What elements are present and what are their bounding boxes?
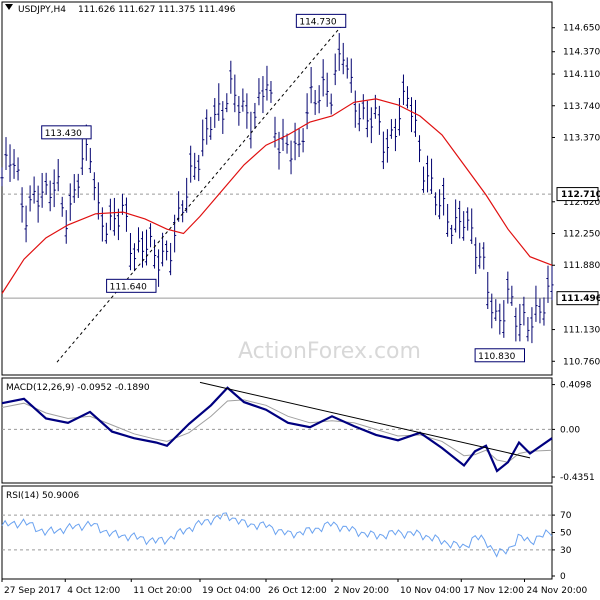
macd-tick-label: 0.00 — [560, 425, 580, 435]
price-bars — [0, 33, 554, 344]
level-box-label: 112.710 — [561, 190, 600, 200]
symbol-label: USDJPY,H4 — [18, 5, 66, 15]
price-tick-label: 111.130 — [563, 326, 600, 336]
watermark: ActionForex.com — [238, 339, 421, 364]
annotation-label: 114.730 — [299, 17, 336, 27]
time-tick-label: 17 Nov 12:00 — [463, 586, 524, 596]
annotation-box — [295, 13, 347, 28]
annotation-box — [41, 125, 92, 140]
annotation-box — [474, 348, 526, 363]
price-panel: ActionForex.com 114.730 113.430 111.640 110… — [0, 1, 600, 376]
time-tick-label: 10 Nov 04:00 — [400, 586, 461, 596]
time-tick-label: 4 Oct 12:00 — [67, 586, 120, 596]
rsi-tick-label: 30 — [560, 546, 572, 556]
rsi-label: RSI(14) 50.9006 — [6, 491, 79, 501]
price-annotations: 114.730 113.430 111.640 110.830 — [41, 13, 526, 363]
rsi-tick-label: 0 — [560, 572, 566, 582]
ohlc-label: 111.626 111.627 111.375 111.496 — [78, 5, 236, 15]
level-box — [556, 291, 599, 306]
moving-average-line — [1, 98, 553, 294]
time-tick-label: 26 Oct 12:00 — [268, 586, 327, 596]
price-tick-label: 114.370 — [563, 48, 600, 58]
price-tick-label: 112.620 — [563, 198, 600, 208]
dropdown-triangle-icon[interactable] — [5, 4, 13, 10]
price-axis: 114.650 114.370 114.110 113.740 113.370 112.6… — [552, 24, 600, 367]
price-panel-frame — [1, 1, 553, 376]
price-tick-label: 111.880 — [563, 261, 600, 271]
time-tick-label: 27 Sep 2017 — [4, 586, 61, 596]
price-tick-label: 112.250 — [563, 230, 600, 240]
macd-line — [1, 386, 553, 473]
annotation-box — [106, 278, 157, 293]
level-box — [556, 187, 599, 202]
rsi-panel: 70 50 30 0 RSI(14) 50.9006 — [1, 485, 572, 582]
price-tick-label: 114.650 — [563, 24, 600, 34]
rsi-tick-label: 70 — [560, 511, 572, 521]
rsi-tick-label: 50 — [560, 529, 572, 539]
price-level-labels: 112.710 111.496 — [556, 187, 600, 306]
macd-panel-frame — [1, 377, 553, 484]
rsi-levels — [2, 514, 552, 551]
level-box-label: 111.496 — [561, 294, 600, 304]
rsi-line — [1, 512, 553, 558]
macd-tick-label: 0.4098 — [560, 381, 592, 391]
time-tick-label: 2 Nov 20:00 — [334, 586, 389, 596]
macd-panel: 0.4098 0.00 -0.4351 MACD(12,26,9) -0.0952 … — [1, 377, 595, 484]
time-tick-label: 11 Oct 20:00 — [133, 586, 192, 596]
time-tick-label: 19 Oct 04:00 — [202, 586, 261, 596]
price-tick-label: 114.110 — [563, 70, 600, 80]
price-tick-label: 113.740 — [563, 102, 600, 112]
macd-axis: 0.4098 0.00 -0.4351 — [552, 381, 595, 483]
annotation-label: 110.830 — [478, 352, 515, 362]
price-tick-label: 113.370 — [563, 133, 600, 143]
price-levels — [2, 193, 552, 299]
rsi-axis: 70 50 30 0 — [552, 511, 572, 582]
price-tick-label: 110.760 — [563, 357, 600, 367]
macd-tick-label: -0.4351 — [560, 473, 595, 483]
time-axis: 27 Sep 2017 4 Oct 12:00 11 Oct 20:00 19 Oct… — [1, 579, 588, 596]
annotation-label: 111.640 — [110, 282, 147, 292]
annotation-label: 113.430 — [45, 129, 82, 139]
price-trendline — [56, 20, 347, 363]
macd-label: MACD(12,26,9) -0.0952 -0.1890 — [6, 383, 150, 393]
macd-trendline — [199, 381, 531, 459]
time-tick-label: 24 Nov 20:00 — [527, 586, 588, 596]
